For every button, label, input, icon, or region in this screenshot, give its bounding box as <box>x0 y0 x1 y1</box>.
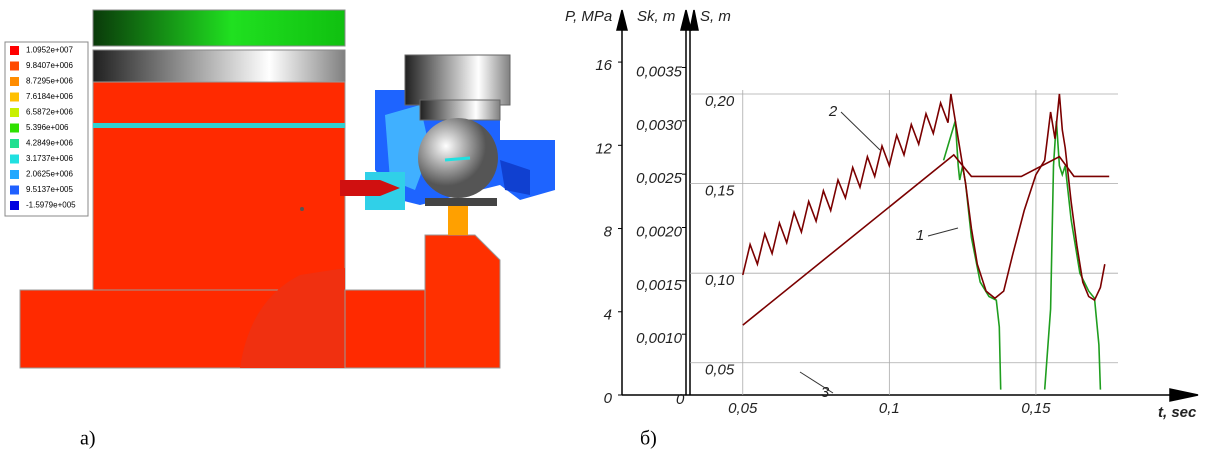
series-leader <box>840 111 881 151</box>
y-tick-label: 0,05 <box>705 362 735 379</box>
series-line <box>942 120 1002 390</box>
series-line <box>742 153 1110 326</box>
color-legend: 1.0952e+007 9.8407e+006 8.7295e+006 7.6184e… <box>4 41 89 217</box>
legend-label: 6.5872e+006 <box>26 108 73 117</box>
sk-tick-label: 0,0035 <box>636 63 683 80</box>
caption-a: а) <box>80 428 96 450</box>
y-tick-label: 0,20 <box>705 93 735 110</box>
legend-swatch <box>10 154 19 164</box>
sk-origin-label: 0 <box>676 391 685 408</box>
p-tick-label: 0 <box>604 390 613 407</box>
series-leader <box>799 371 834 394</box>
p-tick-label: 12 <box>595 140 612 157</box>
p-tick-label: 8 <box>604 224 613 241</box>
legend-swatch <box>10 123 19 133</box>
legend-label: 1.0952e+007 <box>26 46 73 55</box>
series-line <box>742 93 1106 302</box>
legend-label: 9.5137e+005 <box>26 185 73 194</box>
series-label: 3 <box>821 384 830 401</box>
axes-lines <box>616 9 1199 402</box>
p-tick-label: 16 <box>595 57 612 74</box>
sk-tick-label: 0,0025 <box>636 170 683 187</box>
legend-label: 7.6184e+006 <box>26 92 73 101</box>
legend-swatch <box>10 170 19 179</box>
legend-swatch <box>10 61 19 71</box>
sk-tick-label: 0,0030 <box>636 117 683 134</box>
legend-label: 9.8407e+006 <box>26 61 73 70</box>
x-tick-label: 0,05 <box>728 400 758 417</box>
sk-tick-label: 0,0010 <box>636 330 683 347</box>
y-tick-label: 0,10 <box>705 272 735 289</box>
legend-swatch <box>10 185 19 195</box>
s-axis-title: S, m <box>700 8 731 25</box>
legend-swatch <box>10 139 19 148</box>
p-axis-title: P, MPa <box>565 8 612 25</box>
legend-label: 2.0625e+006 <box>26 170 73 179</box>
legend-label: -1.5979e+005 <box>26 201 76 210</box>
legend-label: 4.2849e+006 <box>26 139 73 148</box>
series-line <box>1043 120 1102 390</box>
sk-tick-label: 0,0015 <box>636 277 683 294</box>
y-tick-label: 0,15 <box>705 183 735 200</box>
legend-swatch <box>10 108 19 117</box>
legend-label: 3.1737e+006 <box>26 154 73 163</box>
p-tick-label: 4 <box>604 307 612 324</box>
legend-label: 5.396e+006 <box>26 123 69 132</box>
x-axis-title: t, sec <box>1158 404 1197 421</box>
series-leader <box>927 227 959 237</box>
x-tick-label: 0,1 <box>879 400 900 417</box>
x-tick-label: 0,15 <box>1021 400 1051 417</box>
sk-tick-label: 0,0020 <box>636 223 683 240</box>
caption-b: б) <box>640 428 657 450</box>
legend-swatch <box>10 46 19 55</box>
series-label: 2 <box>828 103 838 120</box>
simulation-image <box>19 9 555 369</box>
series-label: 1 <box>916 227 924 244</box>
legend-swatch <box>10 77 19 86</box>
legend-swatch <box>10 201 19 210</box>
sk-axis-title: Sk, m <box>637 8 675 25</box>
legend-label: 8.7295e+006 <box>26 77 73 86</box>
legend-swatch <box>10 92 19 102</box>
